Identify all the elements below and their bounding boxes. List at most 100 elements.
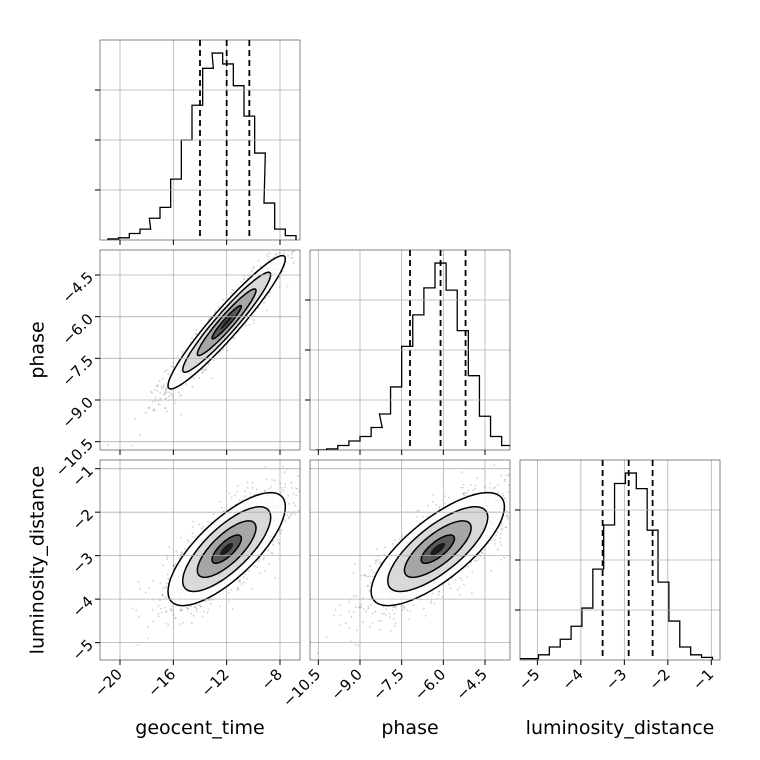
scatter-point — [154, 400, 157, 403]
scatter-point — [379, 562, 381, 565]
scatter-point — [157, 385, 159, 387]
scatter-point — [391, 609, 394, 611]
scatter-point — [320, 215, 322, 217]
scatter-point — [166, 556, 169, 559]
y-tick-label: −5 — [69, 636, 97, 664]
scatter-point — [179, 608, 182, 610]
scatter-point — [274, 253, 277, 256]
scatter-point — [505, 526, 508, 529]
scatter-point — [505, 510, 508, 512]
scatter-point — [268, 563, 271, 566]
scatter-point — [170, 609, 173, 612]
scatter-point — [245, 324, 247, 327]
scatter-point — [244, 490, 247, 492]
contour-0 — [167, 254, 287, 390]
scatter-point — [493, 464, 496, 466]
scatter-point — [164, 389, 167, 392]
scatter-point — [161, 594, 164, 597]
scatter-point — [228, 592, 230, 594]
scatter-point — [399, 538, 401, 541]
scatter-point — [476, 559, 478, 562]
scatter-point — [263, 301, 266, 304]
scatter-point — [332, 431, 334, 433]
scatter-point — [467, 565, 470, 568]
scatter-point — [171, 395, 174, 398]
scatter-point — [504, 515, 507, 518]
scatter-point — [259, 572, 262, 575]
scatter-point — [401, 609, 404, 611]
scatter-point — [203, 369, 206, 372]
panel-luminosity_distance-vs-luminosity_distance: −5 −4 −3 −2 −1 — [515, 459, 721, 694]
scatter-point — [172, 564, 175, 567]
scatter-point — [249, 492, 252, 494]
scatter-point — [208, 362, 210, 365]
scatter-point — [182, 621, 184, 624]
scatter-point — [496, 531, 499, 533]
scatter-point — [247, 569, 250, 572]
scatter-point — [389, 629, 392, 632]
scatter-point — [191, 622, 193, 625]
scatter-point — [195, 329, 198, 331]
scatter-point — [154, 397, 157, 399]
scatter-point — [265, 478, 268, 480]
scatter-point — [199, 605, 202, 607]
scatter-point — [279, 532, 282, 534]
scatter-point — [239, 581, 242, 584]
contour-0 — [167, 491, 287, 607]
scatter-point — [546, 473, 548, 475]
scatter-point — [166, 573, 169, 576]
scatter-point — [437, 593, 440, 596]
panel-frame — [309, 249, 511, 451]
scatter-point — [279, 457, 281, 459]
scatter-point — [310, 231, 312, 233]
scatter-point — [212, 513, 215, 515]
scatter-point — [157, 604, 160, 607]
scatter-point — [187, 541, 190, 543]
scatter-point — [265, 253, 268, 256]
contour-0 — [370, 491, 506, 607]
scatter-point — [444, 495, 446, 497]
scatter-point — [296, 487, 298, 490]
scatter-point — [147, 407, 150, 410]
scatter-point — [383, 546, 386, 549]
scatter-point — [200, 605, 203, 608]
contour-3 — [211, 534, 243, 565]
scatter-point — [157, 402, 160, 405]
scatter-point — [307, 241, 309, 243]
scatter-point — [492, 537, 495, 540]
scatter-point — [490, 569, 492, 572]
contour-1 — [181, 271, 272, 373]
scatter-point — [278, 252, 281, 255]
scatter-point — [238, 499, 241, 501]
scatter-point — [264, 489, 266, 492]
scatter-point — [207, 599, 210, 602]
scatter-point — [316, 652, 319, 655]
scatter-point — [365, 575, 367, 578]
scatter-point — [278, 529, 281, 532]
scatter-point — [454, 579, 457, 582]
scatter-point — [298, 490, 300, 493]
scatter-point — [416, 515, 418, 518]
scatter-point — [213, 359, 215, 362]
scatter-point — [409, 610, 411, 613]
scatter-point — [416, 510, 418, 512]
scatter-point — [365, 610, 367, 613]
y-tick-label: −2 — [69, 505, 97, 533]
scatter-point — [181, 551, 184, 554]
scatter-point — [465, 566, 467, 568]
scatter-point — [495, 534, 498, 537]
x-tick-label: −9.0 — [328, 665, 366, 703]
scatter-point — [295, 487, 297, 490]
scatter-point — [367, 585, 370, 587]
scatter-point — [238, 580, 241, 582]
scatter-point — [204, 600, 207, 602]
scatter-point — [181, 351, 184, 353]
scatter-point — [376, 548, 378, 551]
x-tick-label: −8 — [258, 665, 286, 693]
scatter-point — [274, 577, 276, 579]
scatter-point — [152, 409, 154, 412]
scatter-point — [168, 391, 171, 394]
scatter-point — [267, 549, 270, 552]
scatter-point — [291, 248, 293, 250]
scatter-point — [371, 622, 374, 624]
